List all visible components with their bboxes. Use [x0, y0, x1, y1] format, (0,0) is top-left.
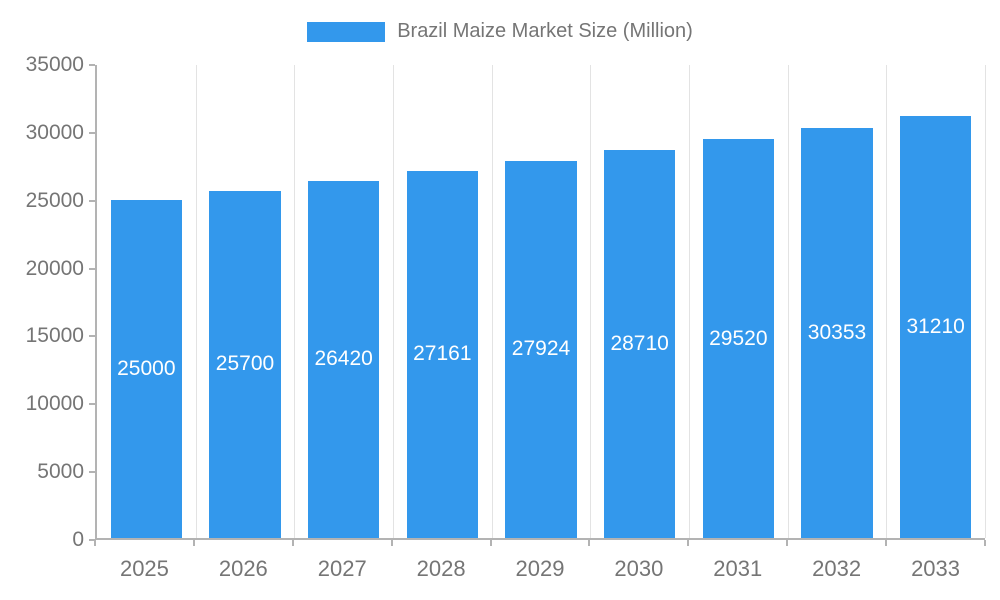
- bar-value-label: 26420: [314, 347, 373, 371]
- bar-value-label: 31210: [906, 315, 965, 339]
- legend-item[interactable]: Brazil Maize Market Size (Million): [0, 20, 1000, 43]
- vertical-gridline: [392, 65, 394, 538]
- bar-2033: 31210: [900, 116, 972, 538]
- x-axis-ticks: [94, 540, 986, 546]
- y-axis-tick-label: 15000: [25, 324, 84, 348]
- x-axis-tick-label: 2027: [317, 556, 367, 581]
- y-axis-tick: [89, 335, 95, 338]
- y-axis-tick: [89, 131, 95, 134]
- bar-2032: 30353: [801, 127, 873, 538]
- bar-2029: 27924: [505, 160, 577, 538]
- y-axis-labels: 0 5000 10000 15000 20000 25000 30000 35000: [0, 53, 84, 551]
- y-axis-tick: [89, 267, 95, 270]
- vertical-gridline: [491, 65, 493, 538]
- x-axis-tick: [588, 540, 591, 546]
- x-axis-tick-label: 2032: [812, 556, 862, 581]
- bar-value-label: 28710: [610, 332, 669, 355]
- bar-2026: 25700: [209, 190, 281, 538]
- plot-area: 25000 25700 26420 27161 27924 28710 29520 30353…: [95, 65, 986, 540]
- y-axis-tick: [89, 403, 95, 406]
- x-axis-tick: [94, 540, 96, 546]
- x-axis-tick: [786, 540, 789, 546]
- y-axis-tick: [89, 64, 95, 66]
- x-axis-tick-label: 2026: [218, 556, 268, 581]
- bar-value-label: 25000: [117, 357, 176, 381]
- vertical-gridline: [787, 65, 789, 538]
- bar-value-label: 27924: [511, 337, 571, 361]
- y-axis-tick-label: 35000: [25, 53, 84, 76]
- vertical-gridline: [985, 65, 986, 538]
- x-axis-tick-label: 2028: [416, 556, 466, 581]
- x-axis-tick: [984, 540, 986, 546]
- vertical-gridline: [294, 65, 296, 538]
- vertical-gridline: [195, 65, 197, 538]
- vertical-gridline: [688, 65, 690, 538]
- bar-2030: 28710: [604, 150, 676, 538]
- bar-value-label: 27161: [413, 342, 472, 366]
- legend-swatch: [307, 21, 386, 42]
- x-axis-tick-label: 2030: [614, 556, 664, 581]
- x-axis-tick: [489, 540, 492, 546]
- y-axis-tick: [89, 471, 95, 474]
- x-axis-tick: [687, 540, 690, 546]
- x-axis-tick-label: 2031: [713, 556, 763, 581]
- x-axis-tick: [390, 540, 393, 546]
- y-axis-tick-label: 30000: [25, 120, 84, 144]
- y-axis-tick-label: 0: [72, 528, 84, 551]
- y-axis-tick-label: 10000: [25, 392, 84, 416]
- y-axis-ticks: [89, 64, 95, 541]
- bar-value-label: 25700: [215, 352, 275, 376]
- bar-2027: 26420: [308, 180, 380, 538]
- x-axis-tick-label: 2033: [911, 556, 961, 581]
- y-axis-tick-label: 25000: [25, 188, 84, 212]
- bar-2028: 27161: [406, 170, 478, 538]
- legend-label: Brazil Maize Market Size (Million): [397, 20, 693, 42]
- x-axis-labels: 2025 2026 2027 2028 2029 2030 2031 2032 2033: [95, 556, 985, 586]
- y-axis-tick: [89, 539, 95, 541]
- vertical-gridline: [886, 65, 888, 538]
- bar-value-label: 30353: [807, 320, 867, 344]
- x-axis-tick-label: 2029: [515, 556, 565, 581]
- x-axis-tick: [885, 540, 888, 546]
- bar-2025: 25000: [110, 200, 182, 538]
- x-axis-tick: [192, 540, 195, 546]
- bar-value-label: 29520: [709, 326, 768, 350]
- y-axis-tick-label: 20000: [25, 256, 84, 280]
- x-axis-tick: [291, 540, 294, 546]
- bar-2031: 29520: [702, 139, 774, 538]
- vertical-gridline: [590, 65, 592, 538]
- x-axis-tick-label: 2025: [119, 556, 169, 581]
- y-axis-tick-label: 5000: [37, 460, 84, 484]
- y-axis-tick: [89, 199, 95, 202]
